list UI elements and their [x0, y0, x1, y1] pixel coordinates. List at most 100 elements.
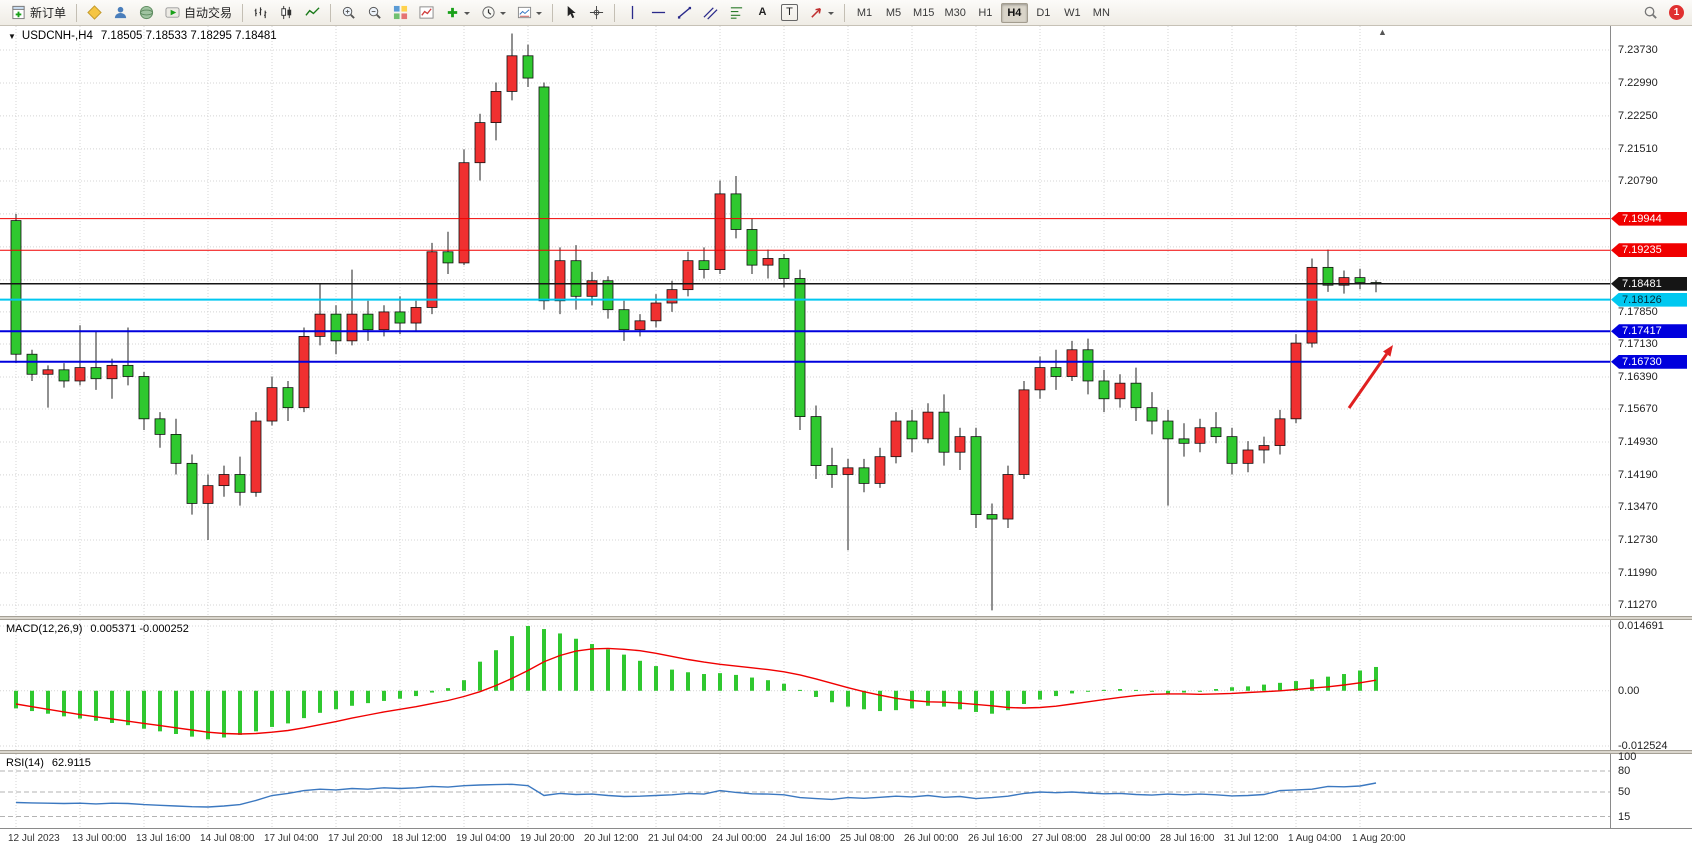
candle-bullish — [890, 420, 902, 458]
macd-histogram-bar — [158, 690, 162, 732]
search-button[interactable] — [1638, 2, 1663, 24]
time-axis-label: 19 Jul 04:00 — [456, 833, 511, 844]
price-scale[interactable]: 7.23730 7.22990 7.22250 7.21510 7.20790 7.178… — [1610, 0, 1692, 853]
macd-histogram-bar — [686, 672, 690, 691]
text-tool-button[interactable]: A — [750, 2, 775, 24]
candle-bullish — [714, 193, 726, 270]
rsi-line — [15, 782, 1377, 808]
new-order-button[interactable]: 新订单 — [6, 2, 71, 24]
chart-shift-marker[interactable]: ▲ — [1378, 27, 1387, 37]
timeframe-d1-button[interactable]: D1 — [1030, 3, 1057, 23]
macd-histogram-bar — [302, 690, 306, 719]
timeframe-w1-button[interactable]: W1 — [1059, 3, 1086, 23]
add-indicator-button[interactable] — [440, 2, 475, 24]
candle-bullish — [554, 260, 566, 302]
tile-windows-button[interactable] — [388, 2, 413, 24]
equidistant-channel-tool-button[interactable] — [698, 2, 723, 24]
macd-histogram-bar — [702, 674, 706, 691]
autotrading-button[interactable]: 自动交易 — [160, 2, 237, 24]
text-label-tool-button[interactable]: T — [776, 2, 803, 24]
macd-histogram-bar — [1054, 690, 1058, 697]
market-button[interactable] — [134, 2, 159, 24]
macd-indicator-name: MACD(12,26,9) — [6, 623, 83, 635]
candle-bearish — [282, 387, 294, 409]
macd-histogram-bar — [1214, 689, 1218, 691]
pane-splitter[interactable] — [0, 750, 1692, 754]
macd-histogram-bar — [1374, 666, 1378, 691]
metaeditor-button[interactable] — [82, 2, 107, 24]
candle-bullish — [426, 251, 438, 308]
timeframe-m5-button[interactable]: M5 — [880, 3, 907, 23]
price-axis-label: 7.20790 — [1618, 174, 1658, 187]
fibonacci-icon — [730, 7, 743, 19]
trendline-tool-button[interactable] — [672, 2, 697, 24]
candle-bullish — [1034, 367, 1046, 391]
trend-arrow[interactable] — [1347, 353, 1388, 409]
candle-bearish — [858, 467, 870, 484]
vertical-line-tool-button[interactable] — [620, 2, 645, 24]
candle-bearish — [1322, 266, 1334, 286]
candle-bullish — [314, 313, 326, 337]
macd-histogram-bar — [1342, 674, 1346, 691]
chart-ohlc-values: 7.18505 7.18533 7.18295 7.18481 — [100, 30, 277, 42]
horizontal-line-tool-button[interactable] — [646, 2, 671, 24]
candle-bullish — [1018, 389, 1030, 475]
indicators-list-icon — [419, 6, 434, 19]
macd-histogram-bar — [398, 690, 402, 699]
macd-histogram-bar — [110, 690, 114, 723]
timeframe-h4-button[interactable]: H4 — [1000, 2, 1028, 23]
trendline-icon — [677, 6, 692, 19]
rsi-indicator-name: RSI(14) — [6, 757, 44, 769]
time-axis-label: 12 Jul 2023 — [8, 833, 60, 844]
macd-histogram-bar — [126, 690, 130, 726]
chart-symbol-title: USDCNH-,H4 — [21, 30, 93, 42]
timeframe-m15-button[interactable]: M15 — [909, 3, 938, 23]
cursor-button[interactable] — [558, 2, 583, 24]
bar-chart-button[interactable] — [248, 2, 273, 24]
candle-bullish — [1242, 449, 1254, 464]
indicators-list-button[interactable] — [414, 2, 439, 24]
price-axis-label: 7.11270 — [1618, 599, 1657, 611]
candle-bearish — [58, 369, 70, 382]
timeframe-h1-button[interactable]: H1 — [972, 3, 999, 23]
time-axis-label: 27 Jul 08:00 — [1032, 833, 1087, 844]
periods-button[interactable] — [476, 2, 511, 24]
macd-histogram-bar — [782, 683, 786, 691]
macd-histogram-bar — [910, 690, 914, 709]
candle-bearish — [1178, 438, 1190, 444]
trend-arrow-head[interactable] — [1383, 345, 1393, 357]
macd-histogram-bar — [574, 638, 578, 691]
price-axis-label: 7.17130 — [1618, 337, 1658, 350]
timeframe-m30-button[interactable]: M30 — [940, 3, 969, 23]
candle-bullish — [1114, 382, 1126, 400]
new-order-label: 新订单 — [30, 6, 67, 20]
candle-bearish — [186, 462, 198, 504]
templates-button[interactable] — [512, 2, 547, 24]
pane-splitter[interactable] — [0, 616, 1692, 620]
notification-badge[interactable]: 1 — [1669, 5, 1684, 20]
toolbar-separator — [330, 3, 332, 22]
macd-axis-label: -0.012524 — [1618, 740, 1668, 752]
clock-icon — [482, 6, 495, 19]
timeframe-mn-button[interactable]: MN — [1088, 3, 1115, 23]
time-scale[interactable]: 12 Jul 2023 13 Jul 00:00 13 Jul 16:00 14 Ju… — [0, 828, 1692, 853]
time-axis-label: 26 Jul 16:00 — [968, 833, 1023, 844]
candlestick-chart-button[interactable] — [274, 2, 299, 24]
macd-histogram-bar — [942, 690, 946, 707]
one-click-trading-toggle[interactable]: ▼ — [8, 31, 16, 41]
timeframe-m1-button[interactable]: M1 — [851, 3, 878, 23]
zoom-out-button[interactable] — [362, 2, 387, 24]
zoom-in-button[interactable] — [336, 2, 361, 24]
crosshair-button[interactable] — [584, 2, 609, 24]
price-axis-label: 7.14930 — [1618, 435, 1658, 448]
fibonacci-tool-button[interactable] — [724, 2, 749, 24]
candle-bearish — [730, 193, 742, 230]
community-button[interactable] — [108, 2, 133, 24]
macd-histogram-bar — [62, 690, 66, 717]
arrows-tool-button[interactable] — [804, 2, 839, 24]
line-chart-button[interactable] — [300, 2, 325, 24]
candle-bullish — [266, 387, 278, 422]
macd-histogram-bar — [878, 690, 882, 712]
candle-bullish — [346, 313, 358, 342]
